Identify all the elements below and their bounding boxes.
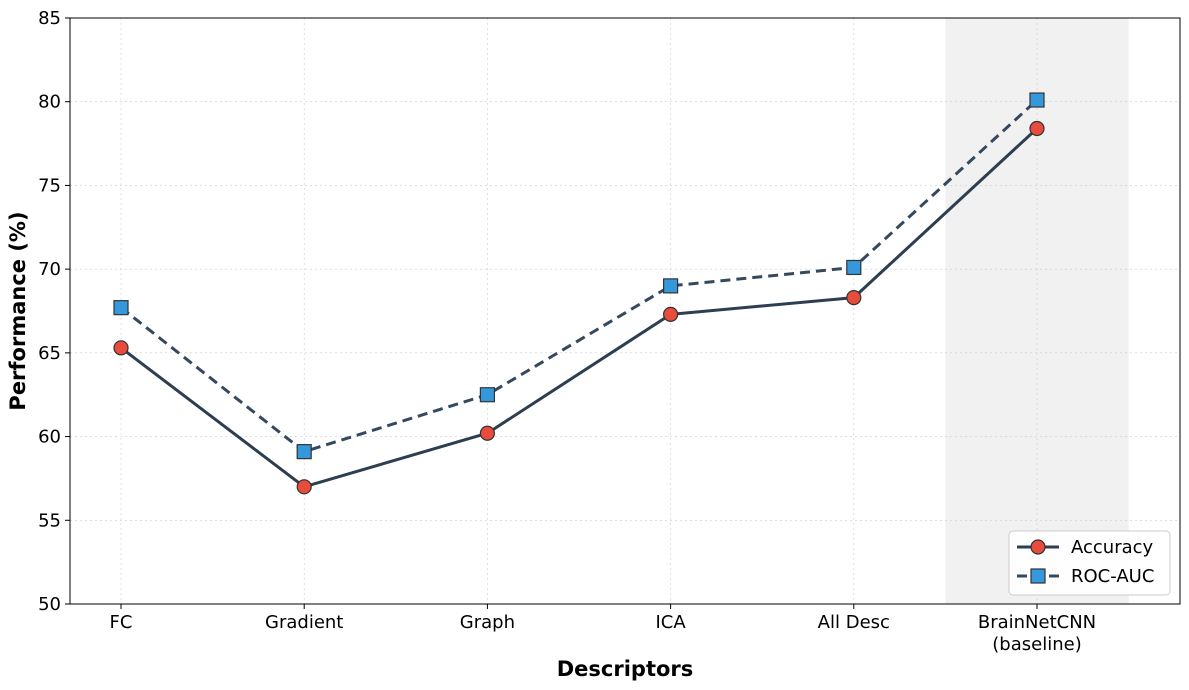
- y-tick-label: 70: [38, 259, 61, 280]
- legend-label-accuracy: Accuracy: [1071, 537, 1154, 558]
- data-point-roc-auc: [846, 259, 862, 276]
- x-tick-label: BrainNetCNN (baseline): [978, 612, 1096, 655]
- x-tick-label-line: All Desc: [818, 612, 890, 633]
- x-tick-label: ICA: [655, 612, 686, 633]
- x-tick-label: Gradient: [265, 612, 343, 633]
- x-tick-label-line: ICA: [655, 612, 686, 633]
- data-point-accuracy: [1029, 120, 1045, 137]
- data-point-roc-auc: [662, 278, 679, 294]
- x-axis-title: Descriptors: [557, 657, 694, 681]
- x-tick-label-line: (baseline): [992, 634, 1081, 655]
- data-point-accuracy: [479, 425, 495, 441]
- series-roc-auc: [113, 92, 1045, 460]
- plot-frame: [69, 17, 1181, 605]
- x-tick-label-line: BrainNetCNN: [978, 612, 1096, 633]
- x-tick-label: FC: [110, 612, 133, 633]
- legend: Accuracy ROC-AUC: [1008, 530, 1171, 596]
- data-point-accuracy: [296, 479, 312, 495]
- y-tick-label: 60: [38, 427, 61, 448]
- legend-marker-roc-auc: [1030, 568, 1046, 584]
- data-point-accuracy: [846, 290, 862, 306]
- y-tick-label: 85: [38, 8, 61, 29]
- series-accuracy: [113, 120, 1045, 495]
- x-tick-label: All Desc: [818, 612, 890, 633]
- y-tick-label: 65: [38, 343, 61, 364]
- y-tick-label: 80: [38, 92, 61, 113]
- data-point-roc-auc: [113, 300, 129, 316]
- data-point-roc-auc: [296, 444, 312, 460]
- data-point-accuracy: [662, 306, 679, 322]
- data-point-accuracy: [113, 340, 129, 356]
- data-point-roc-auc: [479, 387, 495, 403]
- x-tick-label-line: Gradient: [265, 612, 343, 633]
- y-tick-label: 50: [38, 594, 61, 615]
- legend-marker-accuracy: [1030, 539, 1046, 555]
- y-axis-title: Performance (%): [6, 211, 30, 410]
- x-tick-label: Graph: [460, 612, 515, 633]
- data-point-roc-auc: [1029, 92, 1045, 108]
- series-line-roc-auc: [120, 98, 1039, 454]
- x-tick-label-line: FC: [110, 612, 133, 633]
- x-tick-label-line: Graph: [460, 612, 515, 633]
- y-tick-label: 55: [38, 510, 61, 531]
- legend-label-roc-auc: ROC-AUC: [1071, 566, 1154, 587]
- baseline-highlight-band: [945, 18, 1129, 604]
- y-tick-label: 75: [38, 175, 61, 196]
- series-line-accuracy: [120, 127, 1039, 489]
